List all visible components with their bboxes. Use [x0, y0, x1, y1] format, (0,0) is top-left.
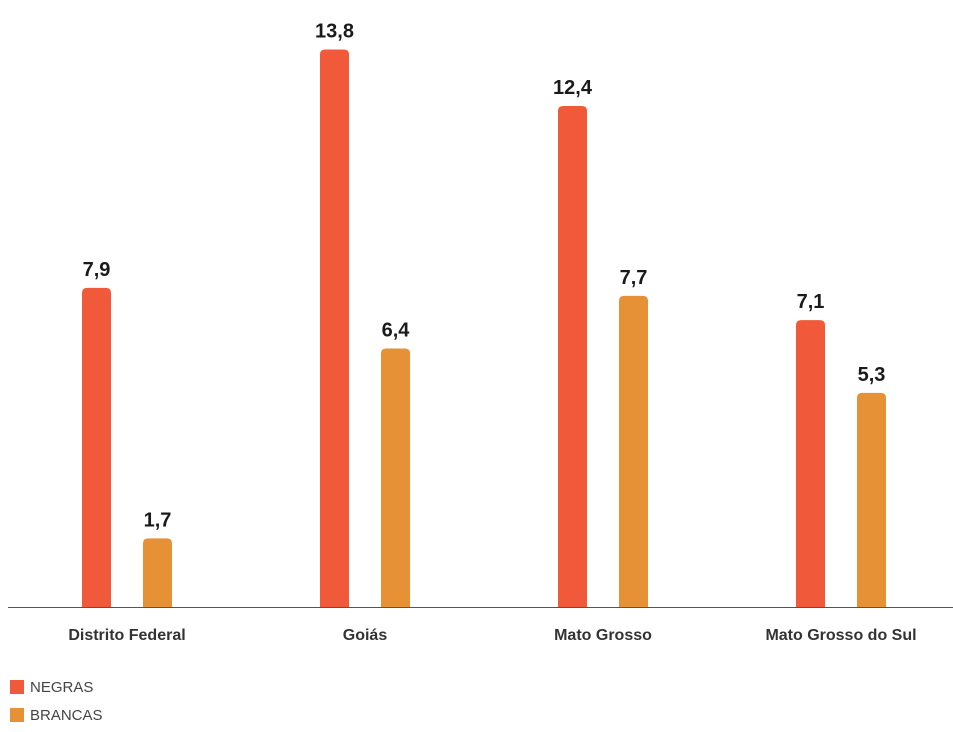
- data-label-brancas-1: 6,4: [382, 319, 411, 341]
- bar-brancas-2: [619, 295, 648, 607]
- legend-label-negras: NEGRAS: [30, 678, 94, 696]
- bar-negras-3: [796, 320, 825, 607]
- category-label-3: Mato Grosso do Sul: [765, 627, 916, 644]
- data-label-brancas-2: 7,7: [620, 267, 648, 289]
- bar-brancas-0: [143, 538, 172, 607]
- data-label-negras-3: 7,1: [797, 291, 825, 313]
- data-label-negras-0: 7,9: [83, 259, 111, 281]
- bar-brancas-1: [381, 348, 410, 607]
- bar-negras-0: [82, 287, 111, 607]
- bar-chart: 7,9 1,7 Distrito Federal 13,8 6,4 Goiás 12,4 7,…: [8, 20, 953, 644]
- data-label-brancas-0: 1,7: [144, 509, 172, 531]
- category-label-0: Distrito Federal: [68, 627, 185, 644]
- data-label-negras-2: 12,4: [553, 77, 593, 99]
- legend: NEGRAS BRANCAS: [10, 676, 103, 732]
- bar-brancas-3: [857, 392, 886, 607]
- data-label-brancas-3: 5,3: [858, 364, 886, 386]
- data-label-negras-1: 13,8: [315, 20, 354, 42]
- legend-item-negras: NEGRAS: [10, 676, 103, 698]
- bar-negras-2: [558, 106, 587, 607]
- bar-negras-1: [320, 49, 349, 608]
- legend-swatch-negras: [10, 680, 24, 694]
- legend-swatch-brancas: [10, 708, 24, 722]
- legend-label-brancas: BRANCAS: [30, 706, 103, 724]
- category-label-1: Goiás: [343, 627, 388, 644]
- legend-item-brancas: BRANCAS: [10, 704, 103, 726]
- category-label-2: Mato Grosso: [554, 627, 652, 644]
